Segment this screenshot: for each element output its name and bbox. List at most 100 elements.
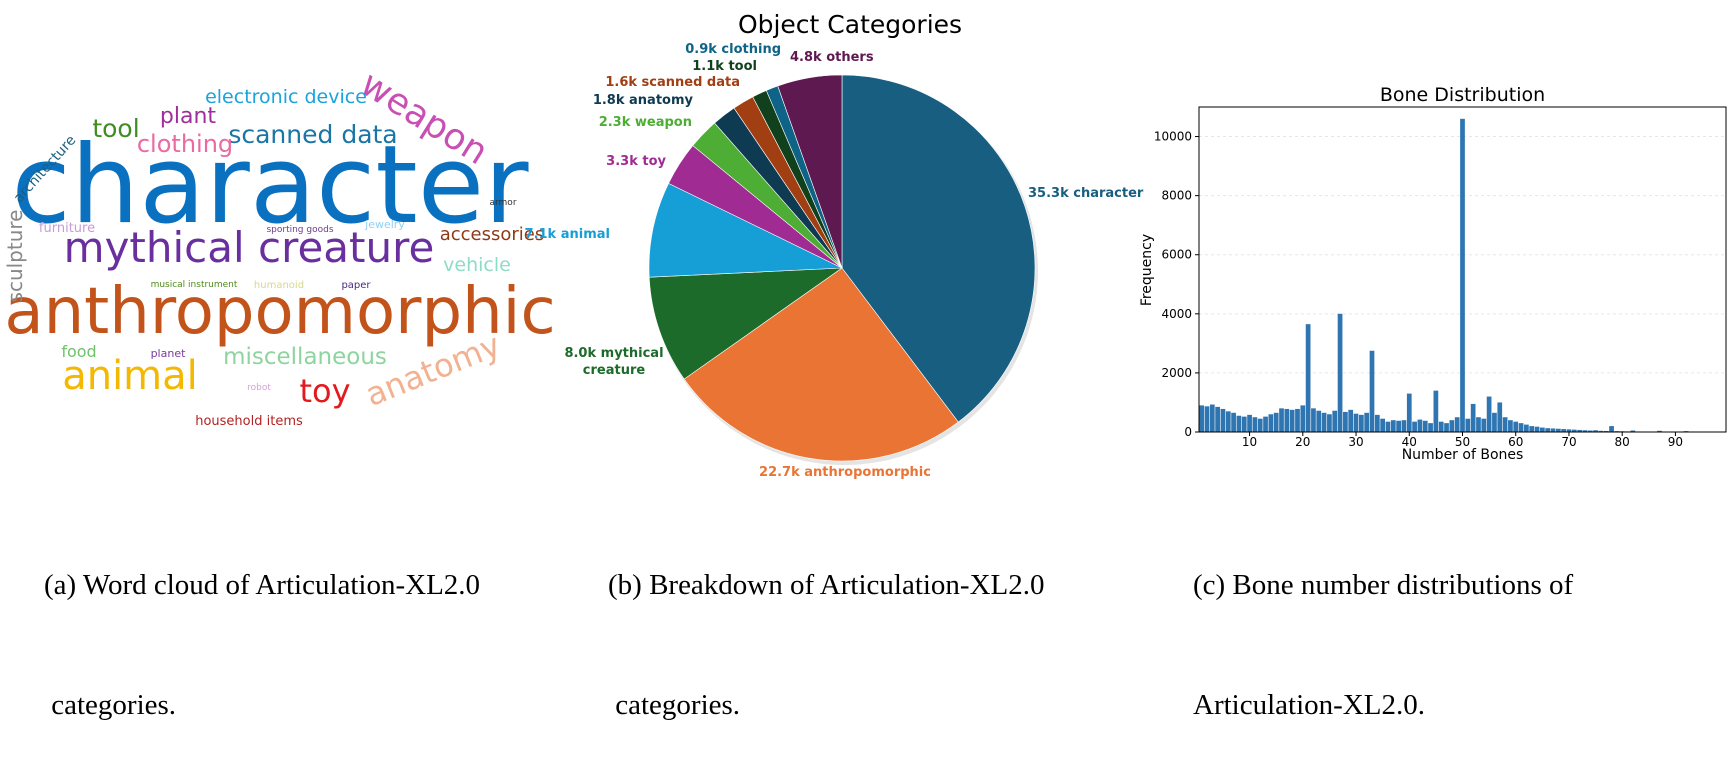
histogram-bar [1529,426,1534,432]
histogram-bar [1258,419,1263,432]
histogram-bar [1396,421,1401,432]
word-furniture: furniture [39,221,95,236]
histogram-bar [1471,404,1476,432]
word-tool: tool [92,114,139,143]
histogram-bar [1449,420,1454,432]
pie-label-3-3k-toy: 3.3k toy [606,154,666,169]
word-sculpture: sculpture [3,210,27,303]
word-clothing: clothing [137,130,233,158]
histogram-bar [1519,423,1524,432]
word-humanoid: humanoid [254,280,304,291]
word-food: food [61,342,96,361]
histogram-bar [1434,391,1439,432]
histogram-bar [1540,428,1545,432]
y-tick-label: 2000 [1161,366,1192,380]
histogram-bar [1359,415,1364,432]
histogram-bar [1423,421,1428,432]
histogram-bar [1370,351,1375,432]
pie-label-line: creature [583,363,646,378]
histogram-bar [1279,408,1284,432]
pie-label-line: 1.6k scanned data [605,75,740,90]
histogram-bar [1231,413,1236,432]
histogram-bar [1300,405,1305,432]
caption-c: (c) Bone number distributions of Articul… [1193,485,1573,765]
word-paper: paper [341,280,371,291]
caption-c-line-2: Articulation-XL2.0. [1193,685,1573,725]
pie-label-35-3k-character: 35.3k character [1028,186,1144,201]
histogram-bar [1242,417,1247,432]
histogram-bar [1269,414,1274,432]
histogram-bar [1439,422,1444,432]
histogram-bar [1199,405,1204,432]
y-tick-label: 0 [1184,425,1192,439]
histogram-bar [1338,314,1343,432]
x-tick-label: 20 [1295,435,1310,449]
histogram-bar [1306,324,1311,432]
histogram-bar [1253,417,1258,432]
pie-label-8-0k-mythical-creature: 8.0k mythical creature [564,346,663,378]
histogram-bar [1386,422,1391,432]
histogram-bar [1428,423,1433,432]
histogram-bar [1391,420,1396,432]
histogram-bar [1348,410,1353,432]
pie-label-0-9k-clothing: 0.9k clothing [685,42,781,57]
histogram-bar [1322,413,1327,432]
pie-label-line: 1.8k anatomy [593,93,694,108]
histogram-bar [1524,425,1529,432]
pie-label-line: 22.7k anthropomorphic [759,465,931,480]
word-electronic-device: electronic device [205,86,367,108]
histogram-bar [1460,119,1465,432]
word-miscellaneous: miscellaneous [223,344,387,370]
x-tick-label: 80 [1615,435,1630,449]
histogram-bar [1444,423,1449,432]
histogram-bar [1284,409,1289,432]
histogram-title: Bone Distribution [1380,84,1545,106]
caption-a-line-1: (a) Word cloud of Articulation-XL2.0 [44,565,480,605]
y-tick-label: 8000 [1161,189,1192,203]
pie-label-4-8k-others: 4.8k others [790,50,874,65]
word-sporting-goods: sporting goods [266,225,333,235]
word-plant: plant [160,104,217,129]
histogram-bar [1364,413,1369,432]
histogram-bar [1497,402,1502,432]
pie-label-22-7k-anthropomorphic: 22.7k anthropomorphic [759,465,931,480]
caption-a-line-2: categories. [44,685,480,725]
word-armor: armor [489,198,516,208]
caption-a: (a) Word cloud of Articulation-XL2.0 cat… [44,485,480,765]
word-robot: robot [247,383,271,393]
histogram-bar [1476,417,1481,432]
y-tick-label: 4000 [1161,307,1192,321]
pie-label-1-6k-scanned-data: 1.6k scanned data [605,75,740,90]
histogram-bar [1332,411,1337,432]
histogram-bar [1205,406,1210,432]
pie-label-line: 2.3k weapon [599,115,692,130]
pie-label-1-1k-tool: 1.1k tool [692,59,757,74]
caption-b-line-1: (b) Breakdown of Articulation-XL2.0 [608,565,1045,605]
word-musical-instrument: musical instrument [151,280,238,290]
histogram-bar [1290,410,1295,432]
caption-b-line-2: categories. [608,685,1045,725]
pie-label-line: 3.3k toy [606,154,666,169]
histogram-bar [1487,397,1492,432]
histogram-bar [1492,413,1497,432]
pie-label-line: 8.0k mythical [564,346,663,361]
histogram-bar [1455,417,1460,432]
x-tick-label: 30 [1348,435,1363,449]
word-vehicle: vehicle [443,254,511,276]
histogram-bar [1226,411,1231,432]
histogram-bar [1221,409,1226,432]
histogram-bar [1215,407,1220,432]
histogram-bar [1503,417,1508,432]
histogram-bar [1343,412,1348,432]
histogram-bar [1481,419,1486,432]
x-tick-label: 70 [1561,435,1576,449]
y-axis-label: Frequency [1139,234,1155,306]
histogram-bar [1407,394,1412,432]
pie-label-line: 0.9k clothing [685,42,781,57]
pie-label-line: 35.3k character [1028,186,1144,201]
caption-c-line-1: (c) Bone number distributions of [1193,565,1573,605]
histogram-bar [1402,420,1407,432]
pie-label-line: 7.1k animal [525,227,610,242]
